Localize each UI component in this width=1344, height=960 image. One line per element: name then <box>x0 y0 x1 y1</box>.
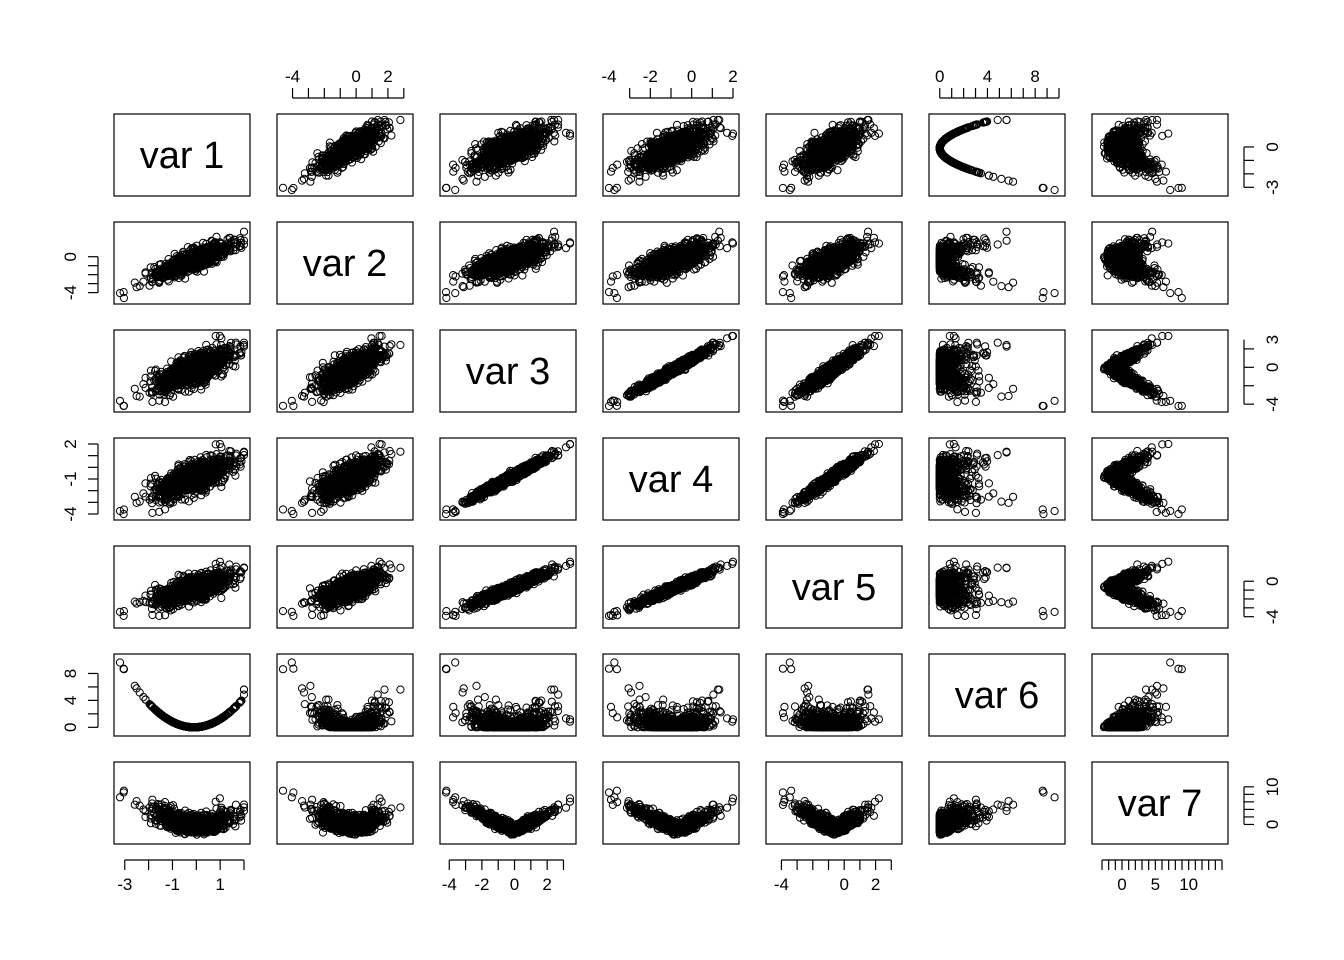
diagonal-label: var 1 <box>140 135 224 177</box>
data-point <box>388 132 395 139</box>
data-point <box>481 173 488 180</box>
point-cloud <box>605 116 736 193</box>
point-cloud <box>279 116 404 193</box>
data-point <box>397 116 404 123</box>
data-point <box>288 186 295 193</box>
data-point <box>452 186 459 193</box>
data-point <box>443 184 450 191</box>
data-point <box>299 177 306 184</box>
point-cloud <box>442 116 573 193</box>
panel-r1-c3 <box>440 114 576 196</box>
data-point <box>307 178 314 185</box>
data-point <box>279 184 286 191</box>
panel-r1-c4 <box>603 114 739 196</box>
data-point <box>290 184 297 191</box>
panel-r1-c1: var 1 <box>114 114 250 196</box>
panel-r1-c2 <box>277 114 413 196</box>
